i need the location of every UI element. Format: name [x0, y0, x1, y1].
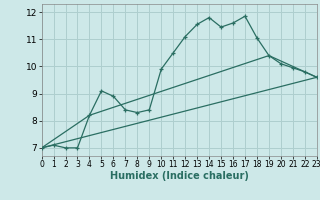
X-axis label: Humidex (Indice chaleur): Humidex (Indice chaleur): [110, 171, 249, 181]
